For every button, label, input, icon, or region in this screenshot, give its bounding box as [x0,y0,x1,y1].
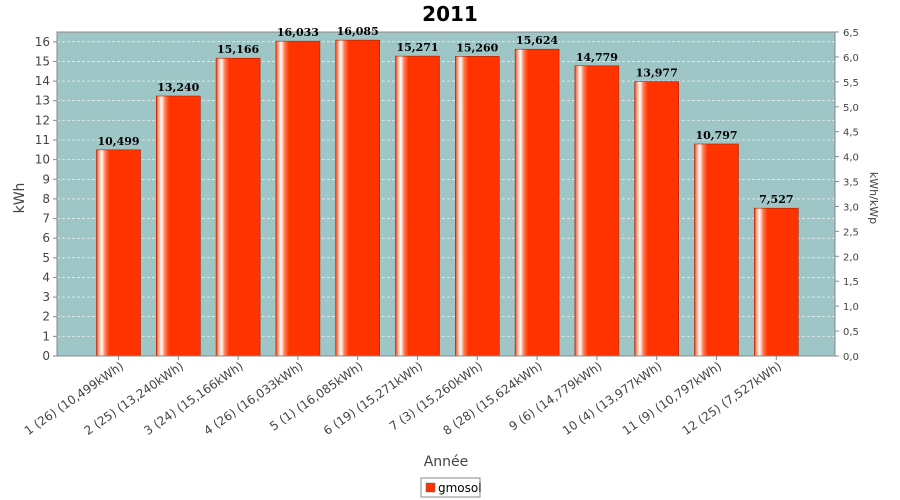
x-tick-label: 11 (9) (10,797kWh) [620,359,724,438]
y-tick-label: 0 [42,349,50,363]
y2-tick-label: 2,5 [843,227,859,238]
x-tick-label: 10 (4) (13,977kWh) [560,359,664,438]
y2-tick-label: 6,5 [843,28,859,39]
data-label: 13,977 [636,67,678,80]
chart-title: 2011 [422,2,478,26]
y-tick-label: 16 [35,35,50,49]
bar [215,57,261,357]
y-tick-label: 6 [42,231,50,245]
bar [574,65,620,357]
y2-tick-label: 4,5 [843,128,859,139]
y-tick-label: 15 [35,54,50,68]
y-tick-label: 2 [42,310,50,324]
y2-axis-label: kWh/kWp [867,172,880,224]
x-tick-label: 2 (25) (13,240kWh) [82,359,186,438]
y2-tick-label: 1,0 [843,302,859,313]
bar [275,40,321,357]
legend-swatch [425,482,436,493]
y-axis-right: 0,0 0,5 1,0 1,5 2,0 2,5 3,0 3,5 4,0 4,5 5,0 5,5 6,0 6… [834,28,859,363]
data-label: 16,033 [277,26,319,39]
data-label: 16,085 [337,25,379,38]
data-label: 15,166 [217,43,259,56]
x-tick-label: 8 (28) (15,624kWh) [440,359,544,438]
y2-tick-label: 5,5 [843,78,859,89]
y-tick-label: 14 [35,74,50,88]
data-label: 15,260 [456,41,498,54]
data-label: 15,271 [396,41,438,54]
y2-tick-label: 4,0 [843,153,859,164]
x-tick-label: 12 (25) (7,527kWh) [680,359,784,438]
bar [395,55,440,357]
data-label: 7,527 [759,193,793,206]
y-axis-label: kWh [12,183,28,214]
data-label: 10,499 [97,135,139,148]
x-tick-label: 3 (24) (15,166kWh) [141,359,245,438]
y-tick-label: 10 [35,153,50,167]
y-tick-label: 4 [42,270,50,284]
y2-tick-label: 3,5 [843,178,859,189]
x-tick-label: 4 (26) (16,033kWh) [201,359,305,438]
data-labels: 10,499 13,240 15,166 16,033 16,085 15,271 15,2… [97,25,793,206]
x-axis-label: Année [424,454,469,470]
y2-tick-label: 3,0 [843,202,859,213]
data-label: 14,779 [576,51,618,64]
data-label: 13,240 [157,81,199,94]
bar [694,143,739,357]
y2-tick-label: 6,0 [843,53,859,64]
data-label: 10,797 [695,129,737,142]
y2-tick-label: 5,0 [843,103,859,114]
y2-tick-label: 1,5 [843,277,859,288]
y-tick-label: 9 [42,172,50,186]
y-tick-label: 3 [42,290,50,304]
bar [514,48,560,357]
y-tick-label: 7 [42,212,50,226]
y-tick-label: 12 [35,113,50,127]
x-tick-label: 6 (19) (15,271kWh) [321,359,425,438]
bar [96,149,141,357]
bar [156,95,201,357]
legend-entry: gmosol [438,481,482,495]
x-tick-label: 1 (26) (10,499kWh) [22,359,126,438]
x-axis: 1 (26) (10,499kWh)2 (25) (13,240kWh)3 (2… [22,355,835,438]
y2-tick-label: 2,0 [843,252,859,263]
y-tick-label: 11 [35,133,50,147]
data-label: 15,624 [516,34,558,47]
y-tick-label: 8 [42,192,50,206]
y-tick-label: 5 [42,251,50,265]
bar [634,81,680,357]
bar [753,207,799,357]
legend: gmosol [420,477,482,498]
legend-box [420,477,481,498]
bar [335,39,381,357]
y2-tick-label: 0,0 [843,352,859,363]
y2-tick-label: 0,5 [843,327,859,338]
y-tick-label: 1 [42,329,50,343]
y-tick-label: 13 [35,94,50,108]
bars [96,39,799,357]
bar [454,56,500,357]
